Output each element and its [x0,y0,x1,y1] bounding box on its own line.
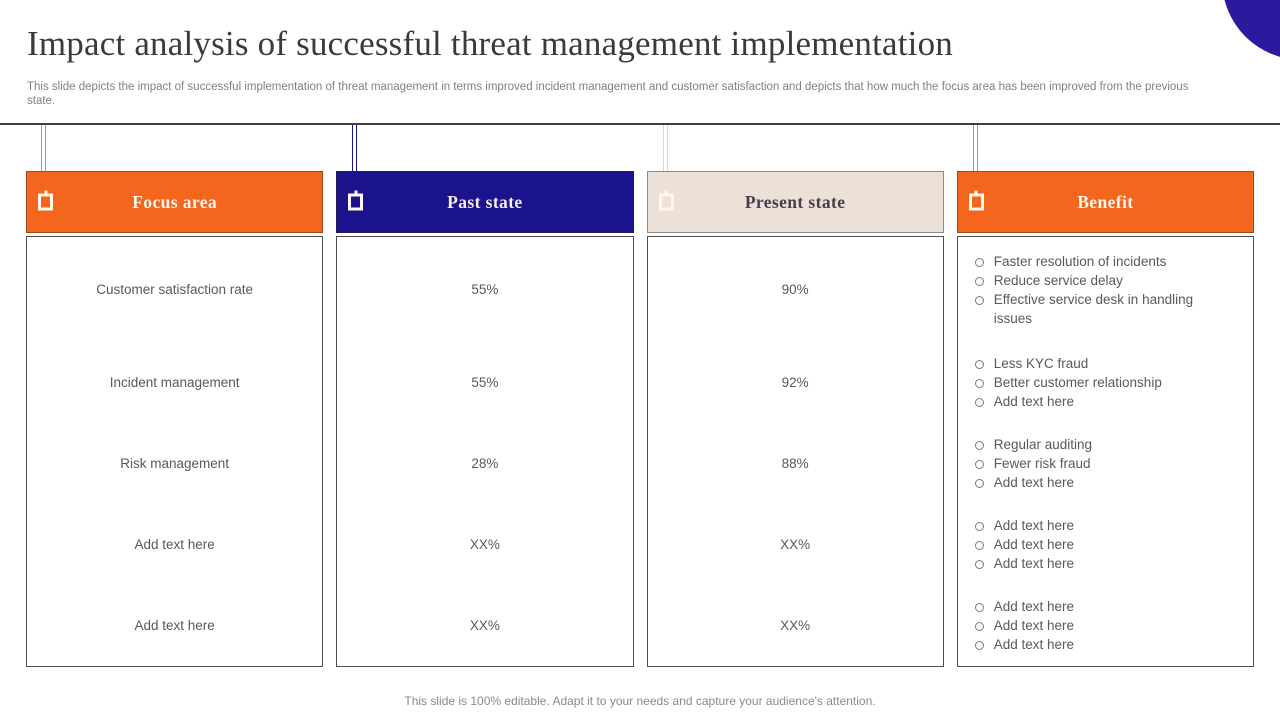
table-cell-benefit-list: Regular auditing Fewer risk fraud Add te… [958,423,1253,504]
column-body-benefit: Faster resolution of incidents Reduce se… [956,236,1254,667]
table-cell: XX% [780,537,811,552]
comparison-table: Focus area Customer satisfaction rate In… [26,171,1254,667]
table-cell: 28% [471,456,499,471]
square-anchor-icon [968,193,984,211]
benefit-list-item: Add text here [972,554,1204,573]
slide-subtitle: This slide depicts the impact of success… [27,81,1189,107]
table-cell-benefit-list: Add text here Add text here Add text her… [958,585,1253,666]
table-cell: Customer satisfaction rate [96,282,254,297]
table-cell: Add text here [134,618,215,633]
column-body-past-state: 55% 55% 28% XX% XX% [336,236,634,667]
editable-note: This slide is 100% editable. Adapt it to… [404,694,876,708]
benefit-list-item: Add text here [972,473,1204,492]
square-anchor-icon [658,193,674,211]
table-cell: 55% [471,282,499,297]
benefit-list-item: Effective service desk in handling issue… [972,290,1204,328]
table-cell: XX% [469,537,500,552]
column-benefit: Benefit Faster resolution of incidents R… [956,171,1254,667]
table-cell: Incident management [109,375,240,390]
header-divider-line [0,123,1280,125]
square-anchor-icon [38,193,53,211]
benefit-list-item: Add text here [972,535,1204,554]
table-cell: 88% [781,456,809,471]
column-header-focus-area: Focus area [26,171,324,233]
table-cell-benefit-list: Faster resolution of incidents Reduce se… [958,237,1253,342]
column-header-label: Past state [447,191,523,212]
connector-line-past-state [352,125,357,194]
benefit-list-item: Add text here [972,392,1204,411]
table-cell-benefit-list: Add text here Add text here Add text her… [958,504,1253,585]
corner-decoration-circle [1222,0,1280,60]
square-anchor-icon [348,193,364,211]
table-cell: Add text here [134,537,215,552]
connector-line-focus-area [41,125,46,194]
benefit-list-item: Better customer relationship [972,373,1204,392]
column-header-past-state: Past state [336,171,634,233]
table-cell-benefit-list: Less KYC fraud Better customer relations… [958,342,1253,423]
column-present-state: Present state 90% 92% 88% XX% XX% [646,171,944,667]
benefit-list-item: Add text here [972,635,1204,654]
benefit-list-item: Reduce service delay [972,271,1204,290]
column-header-label: Focus area [132,191,218,212]
page-title: Impact analysis of successful threat man… [27,24,953,63]
column-focus-area: Focus area Customer satisfaction rate In… [26,171,324,667]
benefit-list-item: Add text here [972,516,1204,535]
table-cell: 92% [781,375,809,390]
benefit-list-item: Regular auditing [972,435,1204,454]
benefit-list-item: Faster resolution of incidents [972,252,1204,271]
connector-line-present-state [663,125,668,194]
table-cell: 55% [471,375,499,390]
benefit-list-item: Add text here [972,597,1204,616]
table-cell: 90% [781,282,809,297]
column-header-label: Present state [744,191,846,212]
column-body-present-state: 90% 92% 88% XX% XX% [646,236,944,667]
column-body-focus-area: Customer satisfaction rate Incident mana… [26,236,324,667]
column-header-benefit: Benefit [956,171,1254,233]
column-past-state: Past state 55% 55% 28% XX% XX% [336,171,634,667]
table-cell: XX% [780,618,811,633]
column-header-present-state: Present state [646,171,944,233]
benefit-list-item: Fewer risk fraud [972,454,1204,473]
benefit-list-item: Less KYC fraud [972,354,1204,373]
column-header-label: Benefit [1077,191,1134,212]
benefit-list-item: Add text here [972,616,1204,635]
table-cell: XX% [469,618,500,633]
connector-line-benefit [973,125,978,194]
table-cell: Risk management [120,456,230,471]
